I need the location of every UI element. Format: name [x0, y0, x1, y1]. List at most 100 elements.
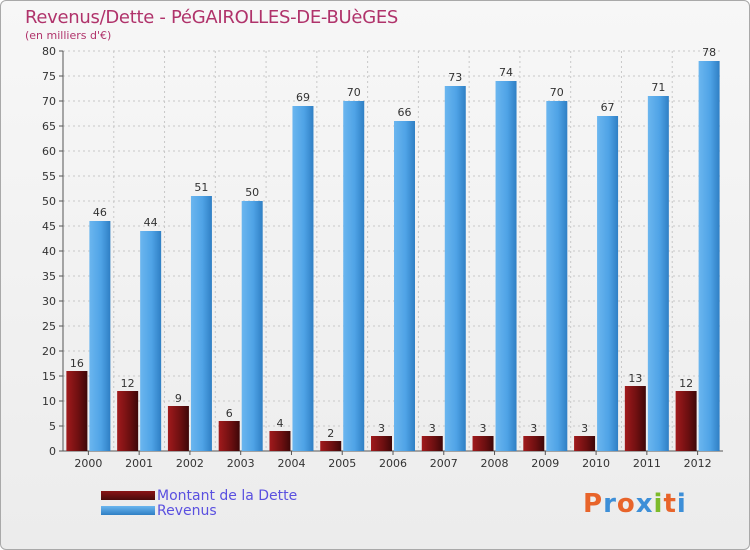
x-tick-label: 2002 — [176, 457, 204, 470]
data-label-revenue: 70 — [550, 86, 564, 99]
data-label-revenue: 73 — [448, 71, 462, 84]
y-tick-label: 5 — [49, 420, 56, 433]
legend-item-revenue: Revenus — [101, 502, 297, 519]
bar-debt-2011 — [624, 386, 646, 451]
data-label-debt: 9 — [175, 392, 182, 405]
data-label-revenue: 50 — [245, 186, 259, 199]
data-label-revenue: 74 — [499, 66, 513, 79]
y-tick-label: 50 — [42, 195, 56, 208]
legend: Montant de la Dette Revenus — [101, 487, 298, 519]
bar-revenue-2005 — [343, 101, 365, 451]
logo-letter: i — [653, 489, 664, 519]
bar-revenue-2010 — [597, 116, 619, 451]
y-tick-label: 55 — [42, 170, 56, 183]
bar-debt-2005 — [320, 441, 342, 451]
legend-swatch-debt — [101, 491, 155, 500]
data-label-revenue: 71 — [651, 81, 665, 94]
bar-debt-2004 — [269, 431, 291, 451]
y-tick-label: 70 — [42, 95, 56, 108]
y-tick-label: 80 — [42, 45, 56, 58]
bar-debt-2001 — [117, 391, 139, 451]
logo-letter: o — [616, 489, 636, 519]
chart-subtitle: (en milliers d'€) — [25, 29, 112, 42]
bar-debt-2007 — [421, 436, 443, 451]
data-label-revenue: 66 — [398, 106, 412, 119]
legend-label-debt: Montant de la Dette — [157, 487, 298, 504]
bar-debt-2009 — [523, 436, 545, 451]
data-label-revenue: 67 — [601, 101, 615, 114]
x-tick-label: 2007 — [430, 457, 458, 470]
data-label-debt: 3 — [581, 422, 588, 435]
y-tick-label: 65 — [42, 120, 56, 133]
bar-revenue-2001 — [140, 231, 162, 451]
y-tick-label: 30 — [42, 295, 56, 308]
x-tick-label: 2011 — [633, 457, 661, 470]
data-label-revenue: 78 — [702, 46, 716, 59]
data-label-debt: 13 — [628, 372, 642, 385]
x-tick-label: 2001 — [125, 457, 153, 470]
bar-debt-2012 — [675, 391, 697, 451]
data-label-revenue: 69 — [296, 91, 310, 104]
bar-debt-2003 — [218, 421, 240, 451]
x-tick-label: 2000 — [74, 457, 102, 470]
y-tick-label: 45 — [42, 220, 56, 233]
bar-debt-2008 — [472, 436, 494, 451]
x-tick-label: 2005 — [328, 457, 356, 470]
data-label-debt: 12 — [121, 377, 135, 390]
bar-revenue-2011 — [647, 96, 669, 451]
data-label-revenue: 70 — [347, 86, 361, 99]
logo-letter: r — [603, 489, 617, 519]
legend-item-debt: Montant de la Dette — [101, 487, 298, 504]
data-label-debt: 3 — [480, 422, 487, 435]
y-tick-label: 20 — [42, 345, 56, 358]
data-label-revenue: 46 — [93, 206, 107, 219]
y-tick-label: 0 — [49, 445, 56, 458]
data-label-debt: 3 — [530, 422, 537, 435]
legend-swatch-revenue — [101, 506, 155, 515]
data-label-debt: 4 — [276, 417, 283, 430]
y-tick-label: 35 — [42, 270, 56, 283]
bar-debt-2010 — [574, 436, 596, 451]
data-label-debt: 2 — [327, 427, 334, 440]
x-tick-label: 2009 — [531, 457, 559, 470]
legend-label-revenue: Revenus — [157, 502, 217, 519]
logo-letter: x — [635, 489, 654, 519]
chart-title: Revenus/Dette - PéGAIROLLES-DE-BUèGES — [25, 7, 399, 28]
bar-revenue-2006 — [394, 121, 415, 451]
bar-revenue-2009 — [546, 101, 568, 451]
y-tick-label: 60 — [42, 145, 56, 158]
bar-debt-2000 — [66, 371, 88, 451]
data-label-debt: 3 — [429, 422, 436, 435]
x-tick-label: 2003 — [227, 457, 255, 470]
x-tick-label: 2012 — [684, 457, 712, 470]
proxiti-logo: Proxiti — [583, 489, 687, 519]
bar-debt-2006 — [371, 436, 392, 451]
logo-letter: i — [676, 489, 687, 519]
logo-letter: P — [583, 489, 604, 519]
x-tick-label: 2008 — [481, 457, 509, 470]
bar-revenue-2002 — [190, 196, 212, 451]
logo-letter: t — [663, 489, 677, 519]
data-label-debt: 12 — [679, 377, 693, 390]
bar-revenue-2000 — [89, 221, 111, 451]
x-tick-label: 2010 — [582, 457, 610, 470]
y-tick-label: 15 — [42, 370, 56, 383]
data-label-revenue: 51 — [194, 181, 208, 194]
data-label-debt: 6 — [226, 407, 233, 420]
data-label-revenue: 44 — [144, 216, 158, 229]
bar-revenue-2008 — [495, 81, 517, 451]
bar-revenue-2012 — [698, 61, 720, 451]
data-label-debt: 16 — [70, 357, 84, 370]
y-tick-label: 10 — [42, 395, 56, 408]
data-label-debt: 3 — [378, 422, 385, 435]
bar-revenue-2003 — [241, 201, 263, 451]
bar-revenue-2004 — [292, 106, 314, 451]
bar-debt-2002 — [167, 406, 189, 451]
y-tick-label: 40 — [42, 245, 56, 258]
y-tick-label: 25 — [42, 320, 56, 333]
x-tick-label: 2006 — [379, 457, 407, 470]
x-tick-label: 2004 — [277, 457, 305, 470]
bar-revenue-2007 — [444, 86, 466, 451]
